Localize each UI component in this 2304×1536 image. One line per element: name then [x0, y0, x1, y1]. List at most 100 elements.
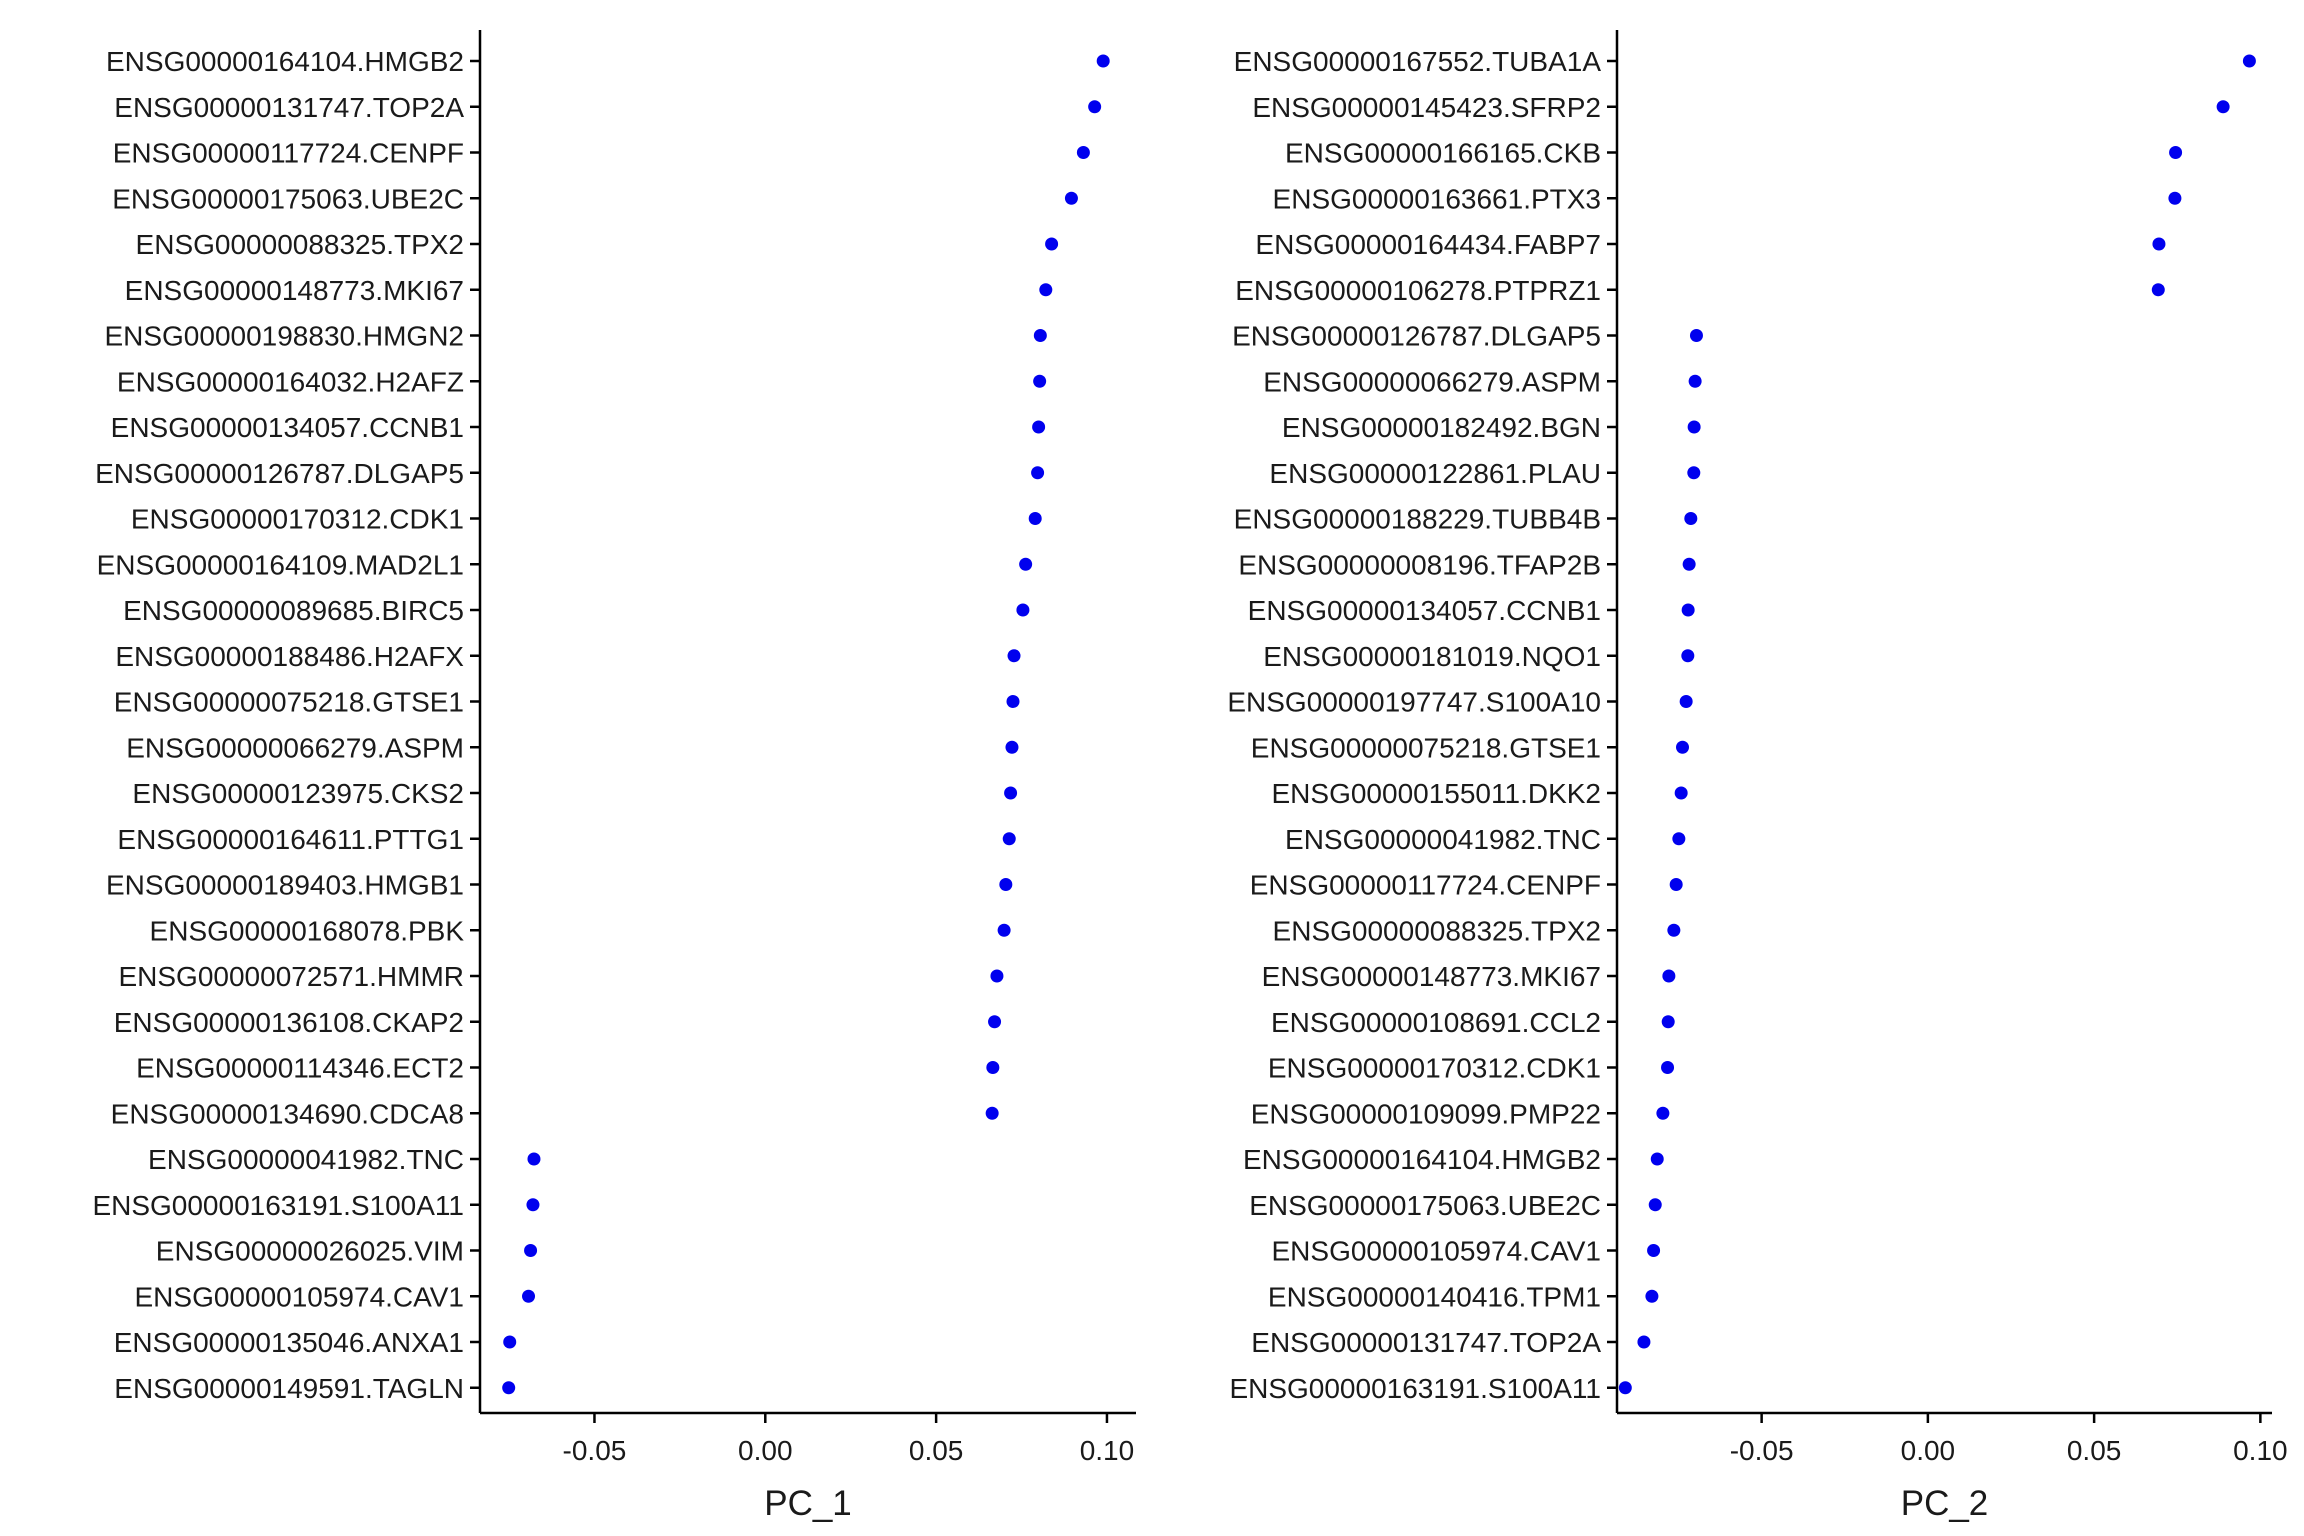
pc2-gene-label: ENSG00000105974.CAV1 [1272, 1236, 1602, 1267]
pc2-gene-label: ENSG00000106278.PTPRZ1 [1235, 275, 1601, 306]
pc2-gene-label: ENSG00000164434.FABP7 [1255, 229, 1601, 260]
pc1-loading-point [526, 1198, 540, 1212]
pc1-gene-label: ENSG00000026025.VIM [156, 1236, 464, 1267]
pc1-gene-label: ENSG00000189403.HMGB1 [106, 870, 464, 901]
pc2-loading-point [1684, 512, 1698, 525]
pc1-gene-label: ENSG00000066279.ASPM [126, 732, 464, 763]
pc2-loading-point [1687, 466, 1701, 480]
pc1-loading-point [997, 923, 1011, 937]
pc2-loading-point [1650, 1152, 1664, 1166]
pc2-gene-label: ENSG00000041982.TNC [1285, 824, 1601, 855]
pc1-loading-point [988, 1015, 1002, 1029]
pc1-loading-point [1031, 466, 1045, 480]
pc2-loading-point [1681, 603, 1695, 617]
pc1-gene-label: ENSG00000164109.MAD2L1 [97, 549, 464, 580]
pc1-loading-point [1045, 237, 1059, 251]
pc2-gene-label: ENSG00000164104.HMGB2 [1243, 1144, 1601, 1175]
pc1-loading-point [1032, 420, 1046, 434]
pc1-gene-label: ENSG00000198830.HMGN2 [104, 321, 464, 352]
pc1-gene-label: ENSG00000188486.H2AFX [115, 641, 464, 672]
pc2-loading-point [1656, 1106, 1670, 1120]
pc1-gene-label: ENSG00000072571.HMMR [118, 961, 464, 992]
pc1-loading-point [1039, 283, 1053, 297]
pc2-loading-point [2216, 100, 2230, 114]
pc1-gene-label: ENSG00000134057.CCNB1 [111, 412, 464, 443]
pc1-gene-label: ENSG00000164611.PTTG1 [117, 824, 464, 855]
pc1-gene-label: ENSG00000164032.H2AFZ [117, 366, 464, 397]
pc1-panel: ENSG00000164104.HMGB2 ENSG00000131747.TOP… [92, 30, 1136, 1523]
pc2-gene-label: ENSG00000148773.MKI67 [1262, 961, 1601, 992]
pc1-gene-label: ENSG00000088325.TPX2 [136, 229, 464, 260]
pc1-gene-label: ENSG00000105974.CAV1 [135, 1281, 465, 1312]
pc1-loading-point [1088, 100, 1102, 114]
pc1-gene-label: ENSG00000117724.CENPF [113, 138, 464, 169]
pc1-loading-point [986, 1061, 1000, 1074]
pc1-gene-label: ENSG00000075218.GTSE1 [114, 687, 464, 718]
pc1-loading-point [1033, 374, 1047, 388]
pc2-loading-point [1672, 832, 1686, 846]
pc1-gene-label: ENSG00000170312.CDK1 [131, 504, 464, 535]
pc2-loading-point [1661, 1015, 1675, 1029]
pc1-gene-label: ENSG00000175063.UBE2C [112, 183, 464, 214]
pc1-gene-label: ENSG00000164104.HMGB2 [106, 46, 464, 77]
pc1-loading-point [985, 1106, 999, 1120]
pc1-gene-label: ENSG00000114346.ECT2 [136, 1053, 464, 1084]
pc1-loading-point [1076, 146, 1090, 159]
pc2-gene-label: ENSG00000131747.TOP2A [1251, 1327, 1601, 1358]
pc2-loading-point [1681, 649, 1695, 663]
pc2-loading-point [2242, 54, 2256, 68]
pc1-loading-point [1004, 786, 1018, 800]
pc1-loading-point [1005, 740, 1019, 754]
pc1-loading-point [999, 878, 1013, 891]
pc1-gene-label: ENSG00000136108.CKAP2 [114, 1007, 464, 1038]
pc2-x-tick-label: -0.05 [1730, 1435, 1794, 1466]
pc2-loading-point [1674, 786, 1688, 800]
pc1-gene-label: ENSG00000131747.TOP2A [114, 92, 464, 123]
pc2-gene-label: ENSG00000134057.CCNB1 [1248, 595, 1601, 626]
pc2-gene-label: ENSG00000108691.CCL2 [1271, 1007, 1601, 1038]
pc2-loading-point [1647, 1244, 1661, 1257]
pc1-loading-point [1016, 603, 1030, 617]
pc2-gene-label: ENSG00000008196.TFAP2B [1238, 549, 1601, 580]
pc2-loading-point [1662, 969, 1676, 983]
pc2-loading-point [1645, 1289, 1659, 1303]
pc2-x-tick-label: 0.00 [1901, 1435, 1956, 1466]
pc1-loading-point [522, 1289, 536, 1303]
pc1-loading-point [1096, 54, 1110, 68]
pc1-loading-point [1006, 695, 1020, 708]
pc2-gene-label: ENSG00000122861.PLAU [1269, 458, 1601, 489]
pc1-loading-point [1007, 649, 1021, 663]
pc1-gene-label: ENSG00000089685.BIRC5 [123, 595, 464, 626]
pc1-x-tick-label: 0.00 [738, 1435, 793, 1466]
pc1-loading-point [1064, 191, 1078, 205]
pc2-gene-label: ENSG00000155011.DKK2 [1272, 778, 1602, 809]
pc2-loading-point [1618, 1381, 1632, 1395]
pc2-gene-label: ENSG00000181019.NQO1 [1263, 641, 1601, 672]
pc2-gene-label: ENSG00000166165.CKB [1285, 138, 1601, 169]
pc2-loading-point [1682, 557, 1696, 571]
pc1-loading-point [1019, 557, 1033, 571]
pc2-x-tick-label: 0.10 [2233, 1435, 2288, 1466]
pc1-gene-label: ENSG00000041982.TNC [148, 1144, 464, 1175]
pc2-loading-point [1637, 1335, 1651, 1349]
pc2-loading-point [2169, 146, 2183, 159]
pc1-gene-label: ENSG00000134690.CDCA8 [111, 1098, 464, 1129]
pc2-gene-label: ENSG00000188229.TUBB4B [1234, 504, 1601, 535]
pc2-gene-label: ENSG00000066279.ASPM [1263, 366, 1601, 397]
pc1-loading-point [990, 969, 1004, 983]
pc1-gene-label: ENSG00000163191.S100A11 [92, 1190, 464, 1221]
pc2-loading-point [1667, 923, 1681, 937]
pc2-loading-point [1689, 329, 1703, 342]
pc1-loading-point [503, 1335, 517, 1349]
pc1-x-axis-title: PC_1 [764, 1484, 852, 1523]
pc2-gene-label: ENSG00000117724.CENPF [1250, 870, 1601, 901]
pc1-gene-label: ENSG00000148773.MKI67 [125, 275, 464, 306]
pc2-loading-point [1648, 1198, 1662, 1212]
pc2-gene-label: ENSG00000197747.S100A10 [1227, 687, 1601, 718]
pc2-gene-label: ENSG00000145423.SFRP2 [1252, 92, 1601, 123]
pc1-loading-point [1028, 512, 1042, 525]
pc1-loading-point [502, 1381, 516, 1395]
pc1-gene-label: ENSG00000135046.ANXA1 [114, 1327, 464, 1358]
pc2-gene-label: ENSG00000163661.PTX3 [1273, 183, 1601, 214]
